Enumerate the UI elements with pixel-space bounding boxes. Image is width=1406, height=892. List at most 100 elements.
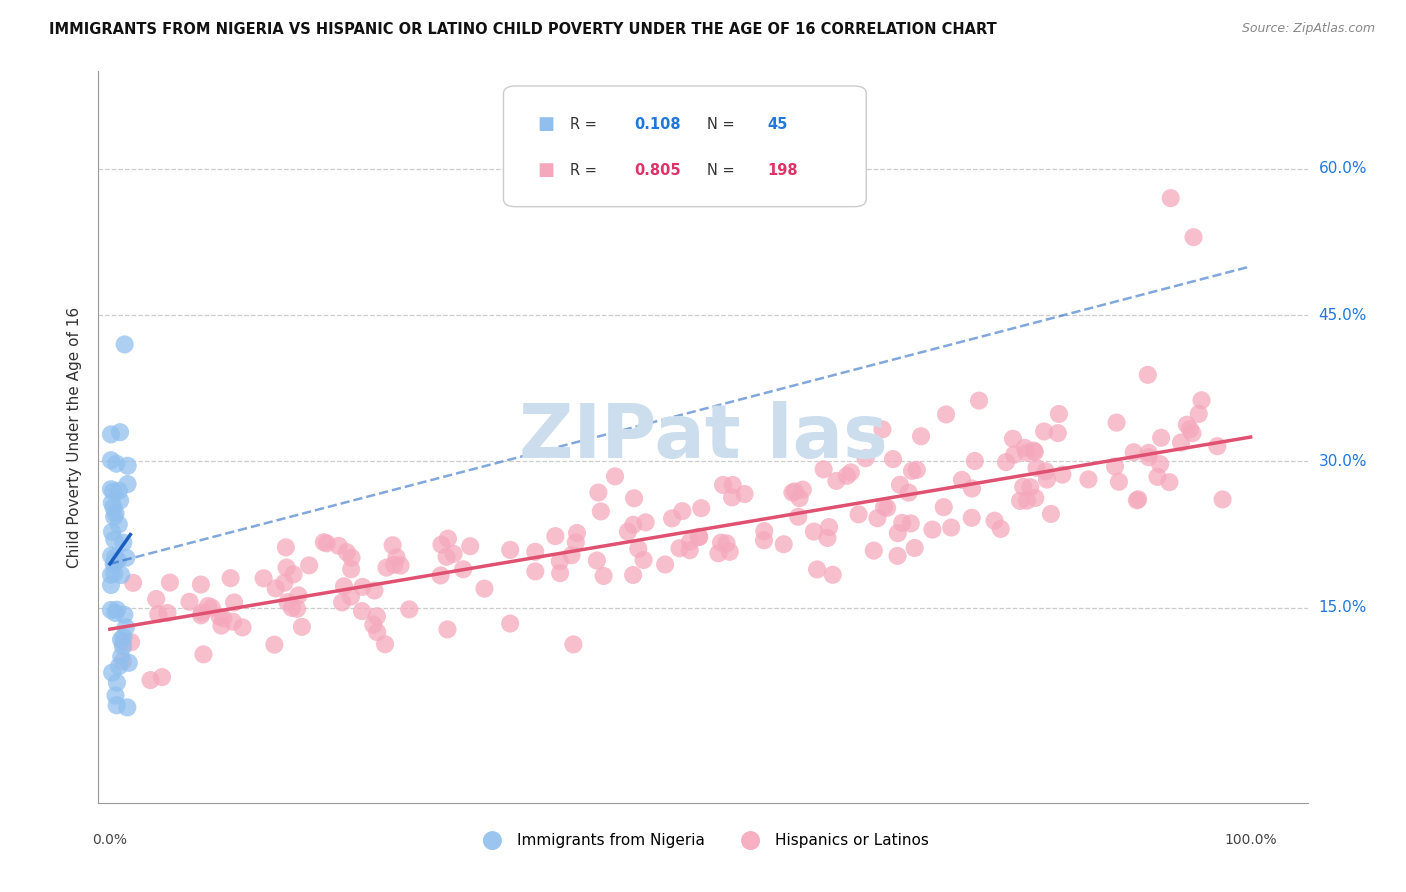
Point <box>1137 450 1160 464</box>
Legend: Immigrants from Nigeria, Hispanics or Latinos: Immigrants from Nigeria, Hispanics or La… <box>471 827 935 854</box>
Text: 0.108: 0.108 <box>634 117 681 131</box>
Point <box>101 496 124 510</box>
Point <box>963 454 986 468</box>
Point <box>821 567 844 582</box>
Point <box>201 600 224 615</box>
Point <box>363 583 385 598</box>
Point <box>330 595 353 609</box>
Point <box>617 524 640 539</box>
Point <box>110 568 132 582</box>
Point <box>876 500 898 515</box>
Point <box>114 337 136 351</box>
Point <box>592 569 614 583</box>
Point <box>1104 459 1126 474</box>
Point <box>363 617 385 632</box>
Point <box>104 606 127 620</box>
Point <box>283 567 305 582</box>
Point <box>872 422 894 436</box>
Point <box>1077 472 1099 486</box>
Point <box>385 550 408 565</box>
Text: 198: 198 <box>768 162 797 178</box>
Point <box>101 665 124 680</box>
Point <box>263 638 285 652</box>
Point <box>1108 475 1130 489</box>
Point <box>1024 445 1046 459</box>
Point <box>960 511 983 525</box>
Point <box>1035 464 1057 478</box>
Point <box>122 575 145 590</box>
Point <box>112 630 135 644</box>
Point <box>835 468 858 483</box>
Point <box>565 535 588 549</box>
Point <box>1010 494 1032 508</box>
Point <box>100 453 122 467</box>
Point <box>285 602 308 616</box>
Point <box>1182 230 1205 244</box>
Point <box>707 546 730 560</box>
Text: 45: 45 <box>768 117 787 131</box>
Point <box>818 520 841 534</box>
Point <box>100 549 122 563</box>
Point <box>191 606 214 620</box>
Point <box>474 582 496 596</box>
Point <box>219 571 242 585</box>
Point <box>212 611 235 625</box>
Point <box>111 654 134 668</box>
Point <box>1178 422 1201 436</box>
Point <box>882 452 904 467</box>
Point <box>1019 480 1042 494</box>
Point <box>711 478 734 492</box>
Point <box>1170 435 1192 450</box>
Point <box>350 604 373 618</box>
Text: ZIPat las: ZIPat las <box>519 401 887 474</box>
Point <box>114 620 136 634</box>
Point <box>193 648 215 662</box>
Point <box>232 620 254 634</box>
Point <box>754 524 776 538</box>
Point <box>983 514 1005 528</box>
Point <box>1150 431 1173 445</box>
Point <box>1126 493 1149 508</box>
Point <box>179 595 201 609</box>
Point <box>108 483 131 498</box>
Text: N =: N = <box>707 162 740 178</box>
Point <box>524 565 547 579</box>
Point <box>451 562 474 576</box>
Point <box>111 640 134 654</box>
Text: Source: ZipAtlas.com: Source: ZipAtlas.com <box>1241 22 1375 36</box>
Point <box>935 408 957 422</box>
Point <box>1046 426 1069 441</box>
Point <box>105 675 128 690</box>
Text: 15.0%: 15.0% <box>1319 600 1367 615</box>
Point <box>789 491 811 505</box>
Point <box>721 491 744 505</box>
Point <box>995 455 1018 469</box>
Point <box>562 637 585 651</box>
Point <box>105 603 128 617</box>
Point <box>817 531 839 545</box>
Point <box>1122 445 1144 459</box>
Point <box>1039 507 1062 521</box>
Point <box>548 554 571 568</box>
Point <box>145 592 167 607</box>
Point <box>862 543 884 558</box>
Point <box>734 487 756 501</box>
Point <box>688 530 710 544</box>
Point <box>588 485 610 500</box>
Point <box>274 541 297 555</box>
Point <box>839 466 862 480</box>
Point <box>120 635 142 649</box>
Point <box>108 659 131 673</box>
Point <box>904 541 927 555</box>
Point <box>105 698 128 713</box>
Text: ■: ■ <box>537 115 554 133</box>
Text: R =: R = <box>569 162 602 178</box>
Point <box>159 575 181 590</box>
Point <box>103 500 125 515</box>
Text: 60.0%: 60.0% <box>1319 161 1367 177</box>
Point <box>1052 467 1074 482</box>
Point <box>905 463 928 477</box>
Point <box>932 500 955 515</box>
Point <box>103 533 125 547</box>
Point <box>548 566 571 581</box>
